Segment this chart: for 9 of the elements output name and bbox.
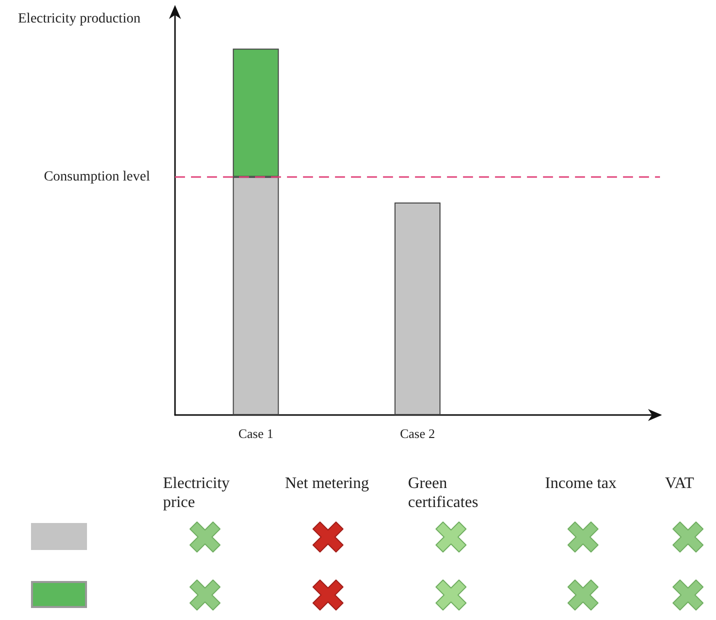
y-axis-title: Electricity production: [18, 12, 140, 26]
text: Income tax: [545, 474, 617, 493]
text: Electricity price: [163, 474, 231, 512]
x-tick-label: Case 2: [400, 426, 436, 441]
text: Net metering: [285, 474, 369, 493]
text: Green certificates: [408, 474, 480, 512]
ref-line-label: Consumption level: [44, 169, 150, 184]
x-tick-label: Case 1: [238, 426, 274, 441]
text: VAT: [665, 474, 694, 493]
